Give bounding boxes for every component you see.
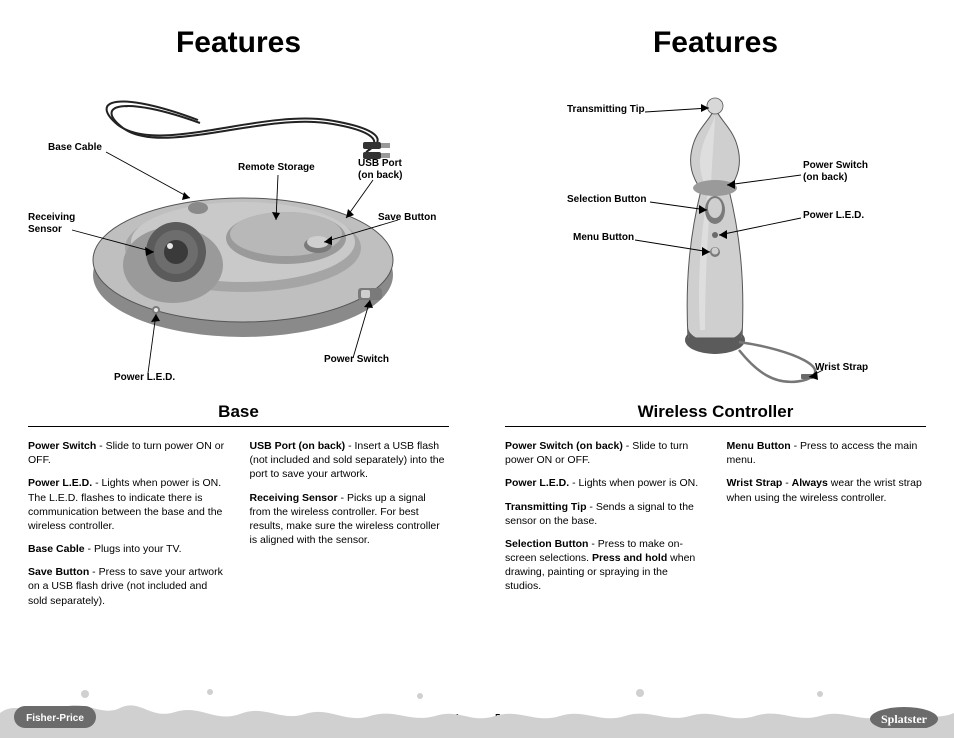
subheading-base: Base	[28, 402, 449, 422]
heading-left: Features	[28, 26, 449, 60]
callout-ps-l2: (on back)	[803, 172, 847, 183]
page-number-right: 5	[495, 713, 501, 724]
feature-item: Power Switch - Slide to turn power ON or…	[28, 439, 228, 467]
page-left: Features	[0, 0, 477, 738]
callout-wrist-strap: Wrist Strap	[815, 362, 868, 374]
callout-ps-l1: Power Switch	[803, 160, 868, 171]
callout-power-led-r: Power L.E.D.	[803, 210, 864, 222]
feature-item: Transmitting Tip - Sends a signal to the…	[505, 500, 705, 528]
base-diagram: Base Cable Remote Storage USB Port (on b…	[28, 70, 449, 400]
rule-left	[28, 426, 449, 427]
features-col2-right: Menu Button - Press to access the main m…	[727, 439, 927, 603]
feature-item: Wrist Strap - Always wear the wrist stra…	[727, 476, 927, 504]
callout-receiving-sensor: Receiving Sensor	[28, 212, 75, 236]
feature-item: Menu Button - Press to access the main m…	[727, 439, 927, 467]
callout-usb-port-l1: USB Port	[358, 158, 402, 169]
splatster-text: Splatster	[881, 712, 928, 726]
callout-save-button: Save Button	[378, 212, 436, 224]
fisher-price-logo: Fisher-Price	[14, 706, 96, 728]
callout-base-cable: Base Cable	[48, 142, 102, 154]
feature-item: Power Switch (on back) - Slide to turn p…	[505, 439, 705, 467]
fisher-price-text: Fisher-Price	[26, 713, 84, 724]
base-illustration	[28, 70, 449, 400]
features-columns-left: Power Switch - Slide to turn power ON or…	[28, 439, 449, 617]
features-col2-left: USB Port (on back) - Insert a USB flash …	[250, 439, 450, 617]
callout-power-led: Power L.E.D.	[114, 372, 175, 384]
page-spread: Features	[0, 0, 954, 738]
callout-rs-l1: Receiving	[28, 212, 75, 223]
feature-item: USB Port (on back) - Insert a USB flash …	[250, 439, 450, 482]
callout-remote-storage: Remote Storage	[238, 162, 315, 174]
feature-item: Power L.E.D. - Lights when power is ON. …	[28, 476, 228, 533]
callout-usb-port: USB Port (on back)	[358, 158, 402, 182]
callout-selection-button: Selection Button	[567, 194, 646, 206]
callout-power-switch: Power Switch	[324, 354, 389, 366]
controller-illustration	[505, 70, 926, 400]
feature-item: Selection Button - Press to make on-scre…	[505, 537, 705, 594]
feature-item: Receiving Sensor - Picks up a signal fro…	[250, 491, 450, 548]
features-columns-right: Power Switch (on back) - Slide to turn p…	[505, 439, 926, 603]
feature-item: Save Button - Press to save your artwork…	[28, 565, 228, 608]
controller-diagram: Transmitting Tip Selection Button Menu B…	[505, 70, 926, 400]
page-right: Features	[477, 0, 954, 738]
feature-item: Power L.E.D. - Lights when power is ON.	[505, 476, 705, 490]
callout-power-switch-r: Power Switch (on back)	[803, 160, 868, 184]
features-col1-left: Power Switch - Slide to turn power ON or…	[28, 439, 228, 617]
page-number-left: 4	[453, 713, 459, 724]
callout-transmitting-tip: Transmitting Tip	[567, 104, 645, 116]
rule-right	[505, 426, 926, 427]
feature-item: Base Cable - Plugs into your TV.	[28, 542, 228, 556]
callout-rs-l2: Sensor	[28, 224, 62, 235]
callout-menu-button: Menu Button	[573, 232, 634, 244]
splatster-logo: Splatster	[868, 706, 940, 728]
features-col1-right: Power Switch (on back) - Slide to turn p…	[505, 439, 705, 603]
heading-right: Features	[505, 26, 926, 60]
subheading-controller: Wireless Controller	[505, 402, 926, 422]
callout-usb-port-l2: (on back)	[358, 170, 402, 181]
